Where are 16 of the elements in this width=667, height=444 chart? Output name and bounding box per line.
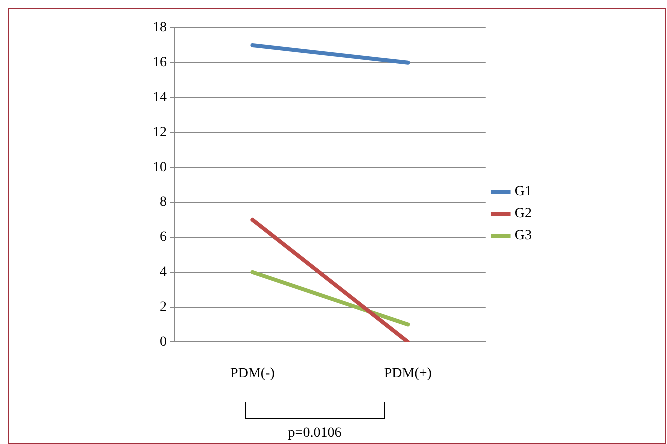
y-tick-label: 8 [160,195,167,210]
legend-label: G1 [514,184,532,200]
legend-label: G3 [514,228,532,244]
x-tick-label: PDM(-) [230,366,276,382]
text: p=0.0106 [287,426,343,442]
y-tick-label: 18 [153,20,167,36]
y-tick-label: 14 [153,90,167,106]
y-tick-label: 6 [160,230,167,246]
x-tick-label: PDM(+) [384,366,432,382]
y-tick-label: 16 [153,56,167,71]
y-tick-label: 4 [160,265,167,280]
y-tick-label: 0 [160,334,167,350]
y-tick-label: 10 [153,160,167,176]
y-tick-label: 12 [153,125,167,140]
y-tick-label: 2 [160,300,167,315]
legend-label: G2 [514,206,532,222]
